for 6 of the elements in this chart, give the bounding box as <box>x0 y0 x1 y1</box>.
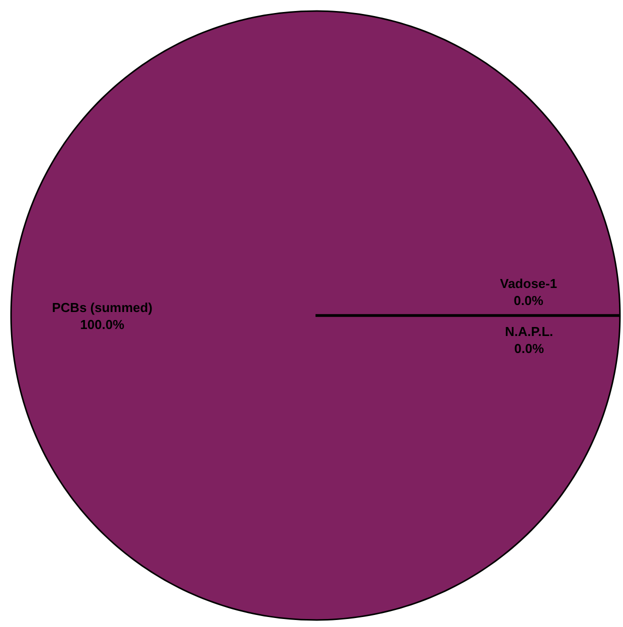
text: 0.0% <box>514 292 544 308</box>
slice-label: PCBs (summed) <box>52 300 152 315</box>
category-label: N.A.P.L. <box>505 324 554 339</box>
data-label: 100.0% <box>80 316 125 332</box>
category-label: Vadose-1 <box>500 276 558 291</box>
text: 0.0% <box>514 340 544 356</box>
